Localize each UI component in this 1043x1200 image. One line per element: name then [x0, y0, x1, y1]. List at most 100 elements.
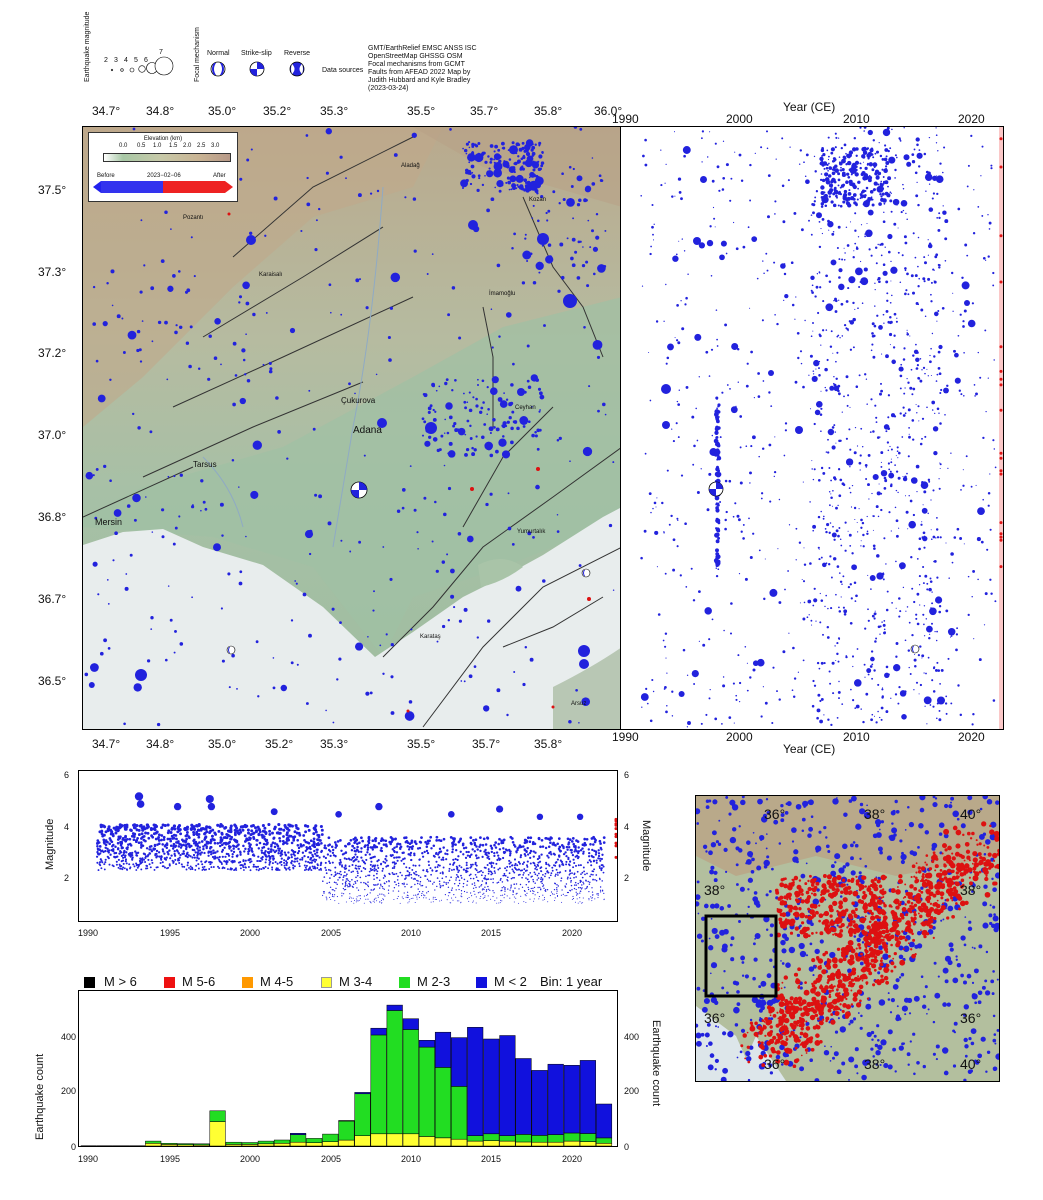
main-map[interactable]: Adana Çukurova Tarsus Mersin Kozan İmamo… [82, 126, 621, 730]
time-earthquake-dot [918, 584, 921, 586]
magnitude-dot [456, 875, 459, 878]
time-earthquake-dot [677, 341, 681, 345]
magnitude-circles [110, 56, 174, 76]
magnitude-dot [599, 859, 602, 862]
earthquake-dot [231, 459, 235, 462]
magnitude-dot [301, 856, 304, 859]
earthquake-dot [318, 207, 321, 211]
magnitude-dot [526, 864, 528, 867]
time-earthquake-dot [862, 533, 865, 537]
magnitude-dot [547, 856, 550, 859]
magnitude-chart[interactable] [78, 770, 618, 922]
time-earthquake-dot [826, 523, 830, 527]
magnitude-dot [409, 854, 412, 857]
time-earthquake-dot [754, 152, 756, 155]
time-earthquake-dot [958, 389, 961, 392]
magnitude-dot [363, 881, 365, 884]
magnitude-dot [586, 861, 589, 864]
magnitude-dot [475, 845, 478, 848]
magnitude-dot [357, 860, 360, 863]
magnitude-dot [544, 837, 548, 840]
time-earthquake-dot [886, 590, 889, 593]
mag-label-7: 7 [159, 49, 163, 56]
magnitude-dot [191, 868, 194, 871]
time-earthquake-dot [816, 708, 821, 713]
magnitude-dot [575, 876, 577, 878]
magnitude-dot [189, 868, 192, 871]
magnitude-dot [353, 846, 356, 850]
earthquake-dot [401, 506, 405, 510]
time-earthquake-dot [820, 556, 823, 559]
time-earthquake-dot [714, 717, 718, 721]
time-earthquake-dot [937, 350, 941, 354]
time-earthquake-dot [774, 213, 776, 215]
earthquake-dot [389, 306, 394, 310]
time-earthquake-dot [758, 549, 761, 552]
magnitude-dot [246, 828, 250, 832]
time-earthquake-dot [838, 268, 843, 273]
magnitude-dot [153, 868, 156, 871]
magnitude-dot [586, 872, 588, 875]
magnitude-dot [260, 833, 264, 837]
magnitude-dot [239, 830, 243, 834]
magnitude-dot [447, 895, 449, 897]
time-earthquake-dot [665, 362, 668, 365]
magnitude-dot [442, 858, 445, 861]
time-earthquake-dot [782, 220, 786, 224]
earthquake-dot [295, 582, 298, 585]
magnitude-dot [397, 885, 400, 887]
time-earthquake-dot [729, 199, 732, 202]
time-earthquake-dot [874, 305, 876, 307]
time-earthquake-dot [851, 147, 857, 152]
earthquake-dot [534, 143, 537, 146]
magnitude-dot [561, 889, 563, 891]
time-earthquake-dot [714, 495, 720, 501]
time-earthquake-dot [934, 311, 939, 317]
time-earthquake-dot [797, 356, 800, 360]
earthquake-dot [363, 454, 366, 457]
earthquake-dot [547, 243, 552, 247]
magnitude-dot [288, 868, 291, 871]
time-earthquake-dot [873, 181, 878, 186]
elevation-tick-labels: 0.0 0.5 1.0 1.5 2.0 2.5 3.0 [101, 143, 231, 151]
magnitude-dot [497, 854, 500, 857]
magnitude-dot [541, 845, 545, 848]
time-earthquake-dot [715, 435, 719, 439]
time-earthquake-dot [692, 463, 695, 466]
time-earthquake-dot [887, 416, 890, 419]
place-label: Pozantı [183, 215, 204, 221]
earthquake-dot [252, 312, 256, 317]
time-earthquake-dot [824, 367, 828, 372]
time-earthquake-dot [921, 536, 924, 539]
earthquake-dot [421, 417, 425, 421]
magnitude-dot [410, 877, 413, 879]
magnitude-dot [204, 861, 207, 864]
magnitude-dot [159, 861, 162, 865]
earthquake-dot [238, 581, 243, 586]
magnitude-dot [224, 855, 227, 858]
earthquake-dot [539, 394, 545, 400]
magnitude-dot [518, 902, 520, 904]
time-earthquake-dot [696, 439, 699, 442]
time-panel[interactable] [620, 126, 1004, 730]
magnitude-dot [315, 858, 318, 861]
magnitude-dot [397, 875, 399, 878]
earthquake-dot [268, 361, 272, 365]
after-time-dot [999, 456, 1003, 460]
magnitude-dot [252, 837, 256, 840]
magnitude-dot [529, 872, 532, 874]
time-earthquake-dot [801, 578, 803, 581]
time-earthquake-dot [908, 427, 910, 429]
magnitude-dot [349, 893, 351, 895]
magnitude-dot [296, 844, 300, 847]
magnitude-dot [123, 856, 127, 859]
magnitude-dot [573, 850, 576, 853]
magnitude-dot [554, 897, 556, 899]
time-earthquake-dot [733, 221, 735, 224]
magnitude-dot [458, 888, 460, 891]
earthquake-dot [497, 148, 501, 152]
earthquake-dot [431, 382, 436, 387]
magnitude-dot [599, 846, 603, 850]
magnitude-dot [564, 869, 567, 872]
magnitude-dot [272, 857, 275, 860]
